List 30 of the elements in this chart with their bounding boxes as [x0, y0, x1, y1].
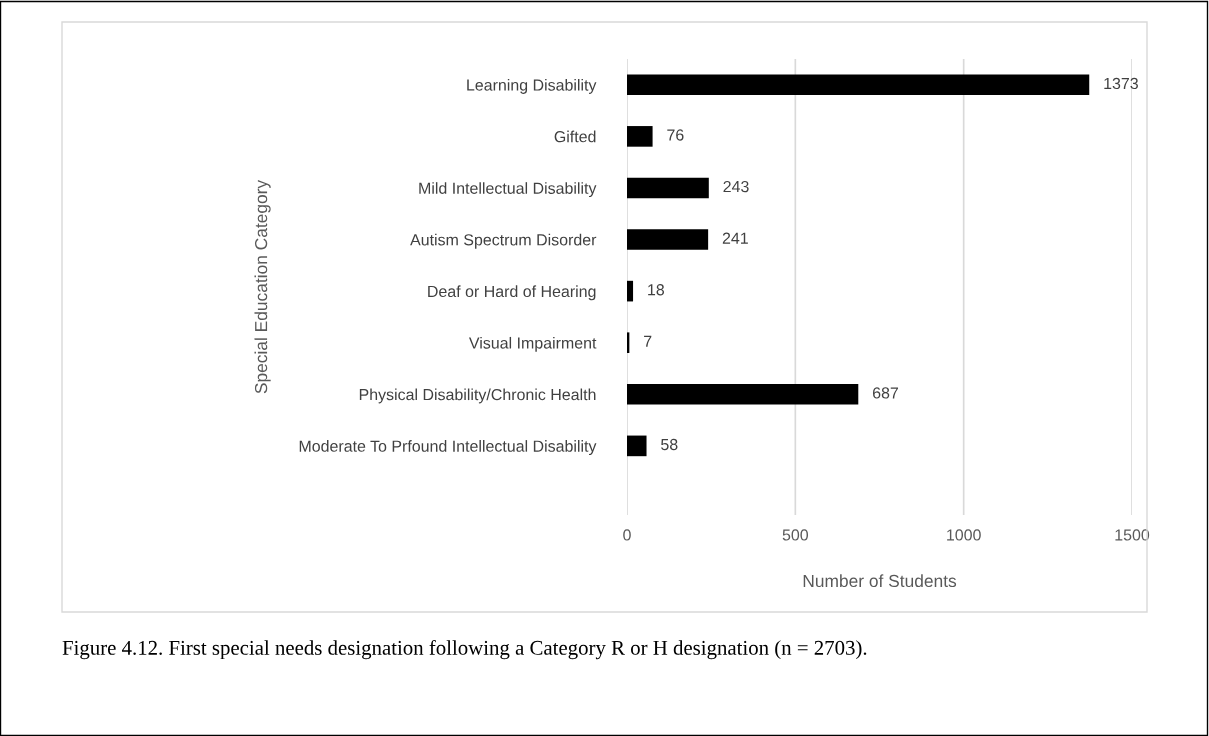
- y-tick-label: Learning Disability: [467, 79, 597, 94]
- data-label: 18: [648, 284, 665, 296]
- y-tick-label: Visual Impairment: [468, 336, 597, 352]
- y-tick-label: Autism Spectrum Disorder: [410, 233, 597, 249]
- data-label: 243: [723, 180, 749, 193]
- y-axis-title: Special Education Category: [254, 179, 271, 394]
- y-tick-label: Physical Disability/Chronic Health: [359, 388, 596, 404]
- data-label: 687: [872, 387, 899, 399]
- x-tick-label: 0: [623, 529, 631, 541]
- bar: [627, 177, 709, 199]
- x-tick-label: 1500: [1115, 529, 1150, 541]
- caption: Figure 4.12. First special needs designation following a Category R or H designation (n = 2703).: [62, 640, 867, 660]
- data-label: 1373: [1104, 77, 1138, 90]
- data-label: 241: [722, 232, 748, 244]
- x-tick-label: 1000: [947, 529, 981, 541]
- x-axis-title: Number of Students: [803, 574, 957, 588]
- data-label: 7: [644, 335, 652, 347]
- data-label: 76: [667, 129, 684, 141]
- bar: [627, 74, 1090, 96]
- y-tick-label: Gifted: [554, 130, 596, 143]
- bar: [627, 126, 653, 147]
- data-label: 58: [661, 438, 678, 451]
- bar: [627, 435, 647, 457]
- y-tick-label: Deaf or Hard of Hearing: [428, 285, 596, 301]
- x-tick-label: 500: [782, 529, 809, 541]
- y-tick-label: Moderate To Prfound Intellectual Disability: [299, 440, 597, 455]
- bar: [627, 383, 859, 405]
- bar: [627, 280, 634, 302]
- bar: [627, 229, 709, 250]
- y-tick-label: Mild Intellectual Disability: [419, 182, 597, 198]
